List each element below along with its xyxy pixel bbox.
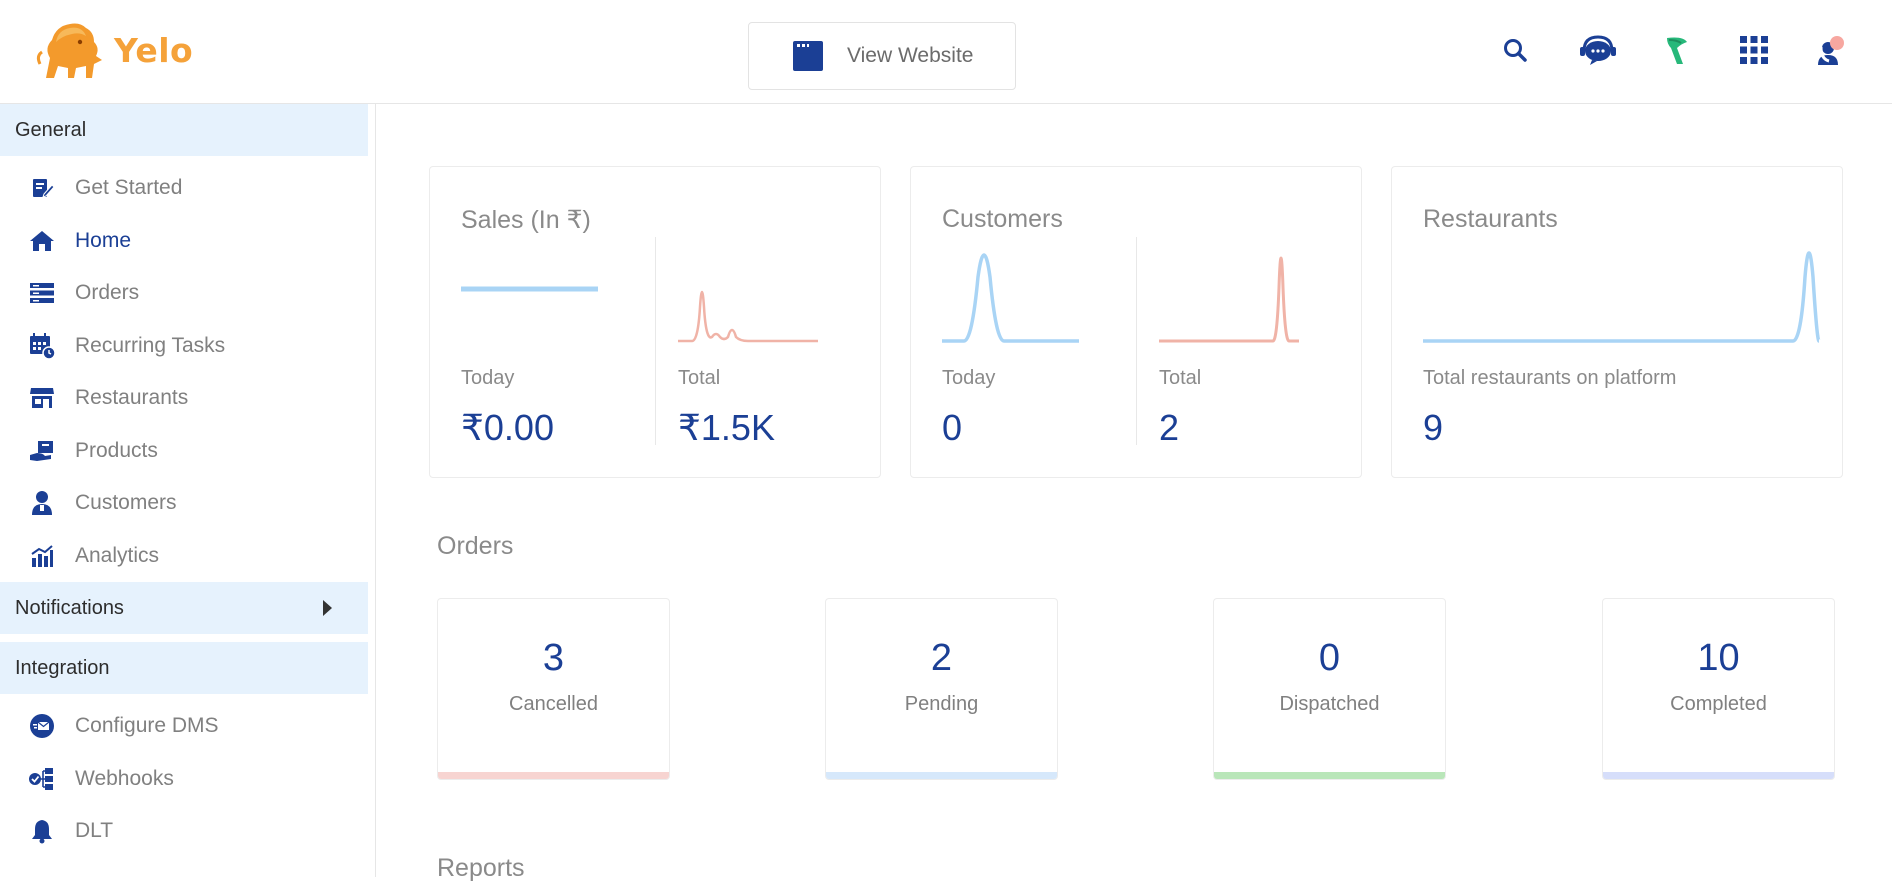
reports-section-title: Reports (437, 854, 525, 882)
sidebar-item-configure-dms[interactable]: Configure DMS (0, 700, 375, 753)
sidebar-item-webhooks[interactable]: Webhooks (0, 753, 375, 806)
sidebar-item-customers[interactable]: Customers (0, 477, 375, 530)
sidebar-item-label: Products (75, 438, 158, 462)
card-divider (655, 237, 656, 445)
sidebar: General Get Started Home Orders Recurrin… (0, 104, 376, 877)
calendar-clock-icon (28, 332, 56, 360)
sidebar-item-label: Customers (75, 491, 177, 515)
sales-total-label: Total (678, 367, 721, 389)
customers-total-value: 2 (1159, 407, 1180, 448)
order-status-card-pending[interactable]: 2 Pending (825, 598, 1058, 780)
card-divider (1136, 237, 1137, 445)
edit-note-icon (28, 174, 56, 202)
sales-today-label: Today (461, 367, 515, 389)
sidebar-section-label: Integration (15, 656, 110, 679)
store-icon (28, 384, 56, 412)
restaurants-label: Total restaurants on platform (1423, 367, 1677, 389)
sidebar-item-label: DLT (75, 819, 114, 843)
sales-card: Sales (In ₹) Today ₹0.00 Total ₹1.5K (429, 166, 881, 478)
customers-total-label: Total (1159, 367, 1202, 389)
restaurants-value: 9 (1423, 407, 1444, 448)
dashboard-main: Sales (In ₹) Today ₹0.00 Total ₹1.5K Cus… (377, 104, 1892, 882)
profile-avatar-icon[interactable] (1810, 30, 1850, 70)
sales-today-value: ₹0.00 (461, 407, 554, 448)
sales-card-title: Sales (In ₹) (461, 206, 591, 234)
sidebar-item-products[interactable]: Products (0, 425, 375, 478)
status-color-bar (1214, 772, 1445, 779)
brand-leaf-icon[interactable] (1657, 30, 1697, 70)
view-website-label: View Website (847, 44, 974, 67)
sidebar-item-label: Analytics (75, 543, 160, 567)
order-status-card-completed[interactable]: 10 Completed (1602, 598, 1835, 780)
customers-card-title: Customers (942, 205, 1063, 233)
sidebar-section-general: General (0, 104, 368, 156)
order-status-label: Pending (904, 693, 979, 715)
sidebar-section-integration: Integration (0, 642, 368, 694)
order-status-card-dispatched[interactable]: 0 Dispatched (1213, 598, 1446, 780)
status-color-bar (826, 772, 1057, 779)
header-actions (0, 30, 1892, 70)
customers-today-sparkline (942, 253, 1079, 343)
webhooks-icon (28, 765, 56, 793)
sidebar-item-label: Home (75, 228, 132, 252)
customers-today-label: Today (942, 367, 996, 389)
product-box-icon (28, 437, 56, 465)
sidebar-item-get-started[interactable]: Get Started (0, 162, 375, 215)
status-color-bar (438, 772, 669, 779)
sidebar-item-label: Get Started (75, 176, 183, 200)
sidebar-item-dlt[interactable]: DLT (0, 805, 375, 858)
browser-window-icon (793, 41, 823, 71)
sidebar-item-label: Configure DMS (75, 714, 219, 738)
support-chat-icon[interactable] (1578, 30, 1618, 70)
sidebar-section-label: Notifications (15, 596, 124, 619)
order-count: 2 (930, 637, 953, 679)
customers-card: Customers Today 0 Total 2 (910, 166, 1362, 478)
orders-section-title: Orders (437, 532, 514, 560)
sales-total-value: ₹1.5K (678, 407, 775, 448)
orders-icon (28, 279, 56, 307)
search-icon[interactable] (1495, 30, 1535, 70)
status-color-bar (1603, 772, 1834, 779)
sidebar-item-recurring-tasks[interactable]: Recurring Tasks (0, 320, 375, 373)
logo-text: Yelo (114, 30, 194, 70)
sidebar-item-label: Recurring Tasks (75, 333, 226, 357)
order-count: 10 (1697, 637, 1740, 679)
sales-total-sparkline (678, 290, 818, 343)
restaurants-card: Restaurants Total restaurants on platfor… (1391, 166, 1843, 478)
sidebar-item-orders[interactable]: Orders (0, 267, 375, 320)
restaurants-sparkline (1423, 251, 1821, 343)
sidebar-item-analytics[interactable]: Analytics (0, 530, 375, 583)
view-website-button[interactable]: View Website (748, 22, 1016, 90)
top-bar: Yelo View Website (0, 0, 1892, 104)
home-icon (28, 227, 56, 255)
sidebar-section-notifications[interactable]: Notifications (0, 582, 368, 634)
sidebar-item-label: Webhooks (75, 766, 174, 790)
order-status-label: Completed (1670, 693, 1767, 715)
sales-today-sparkline (461, 286, 598, 292)
customer-icon (28, 489, 56, 517)
sidebar-item-label: Orders (75, 281, 140, 305)
caret-right-icon (323, 600, 332, 616)
bell-icon (28, 817, 56, 845)
customers-today-value: 0 (942, 407, 963, 448)
order-status-label: Dispatched (1279, 693, 1380, 715)
analytics-icon (28, 542, 56, 570)
order-count: 0 (1318, 637, 1341, 679)
sidebar-item-home[interactable]: Home (0, 215, 375, 268)
order-status-card-cancelled[interactable]: 3 Cancelled (437, 598, 670, 780)
customers-total-sparkline (1159, 256, 1299, 343)
dms-icon (28, 712, 56, 740)
lion-logo-icon (36, 23, 102, 78)
order-status-label: Cancelled (509, 693, 598, 715)
brand-logo[interactable]: Yelo (36, 18, 193, 82)
apps-grid-icon[interactable] (1734, 30, 1774, 70)
order-count: 3 (542, 637, 565, 679)
sidebar-item-label: Restaurants (75, 386, 189, 410)
restaurants-card-title: Restaurants (1423, 205, 1558, 233)
sidebar-section-label: General (15, 118, 87, 141)
sidebar-item-restaurants[interactable]: Restaurants (0, 372, 375, 425)
